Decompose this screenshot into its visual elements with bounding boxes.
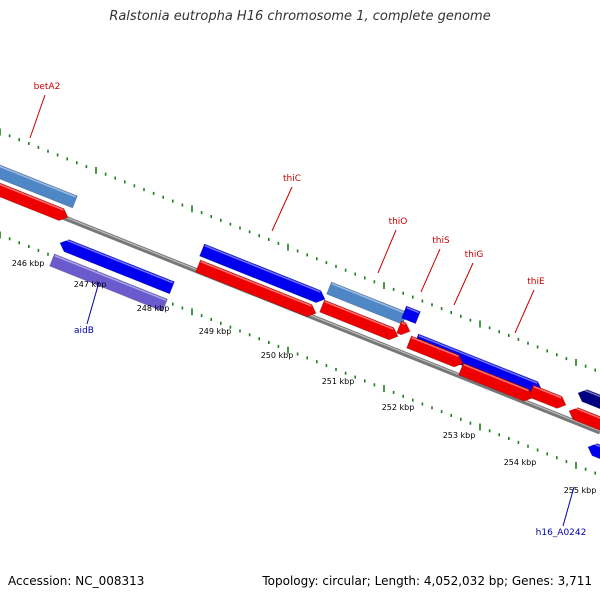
label-leader-line: [29, 94, 46, 139]
feature-h16-A0242[interactable]: [586, 441, 600, 467]
gene-label-thiO[interactable]: thiO: [389, 217, 408, 227]
feature-thiC-reverse[interactable]: [195, 259, 319, 319]
feature-thiC-forward[interactable]: [199, 243, 328, 305]
feature-thiO-reverse[interactable]: [319, 299, 401, 342]
label-leader-line: [562, 486, 575, 527]
gene-label-h16_A0242[interactable]: h16_A0242: [536, 528, 587, 538]
gene-label-aidB[interactable]: aidB: [74, 326, 94, 336]
label-leader-line: [453, 262, 474, 306]
gene-label-betA2[interactable]: betA2: [34, 82, 61, 92]
gene-label-thiE[interactable]: thiE: [527, 277, 545, 287]
tick-labels: 246 kbp 247 kbp 248 kbp 249 kbp 250 kbp 251 k…: [12, 259, 597, 495]
accession-text: Accession: NC_008313: [8, 574, 145, 588]
outer-tick-row: [0, 128, 597, 372]
feature-betA2-reverse[interactable]: [0, 175, 70, 223]
label-leader-line: [377, 229, 397, 274]
feature-thiG[interactable]: [406, 335, 466, 370]
tick-label: 253 kbp: [443, 431, 476, 440]
label-leader-line: [514, 289, 535, 334]
feature-right-reverse[interactable]: [567, 405, 600, 438]
feature-thiE-next[interactable]: [528, 384, 569, 411]
tick-label: 251 kbp: [322, 377, 355, 386]
feature-thiS-forward[interactable]: [401, 305, 421, 325]
feature-betA2-forward[interactable]: [0, 157, 78, 209]
tick-label: 255 kbp: [564, 486, 597, 495]
label-leader-line: [271, 186, 293, 232]
tick-label: 248 kbp: [137, 304, 170, 313]
feature-aidB-forward[interactable]: [58, 237, 175, 295]
genome-summary-text: Topology: circular; Length: 4,052,032 bp…: [262, 574, 592, 588]
tick-label: 249 kbp: [199, 327, 232, 336]
gene-label-thiG[interactable]: thiG: [465, 250, 484, 260]
label-leader-line: [420, 248, 441, 293]
gene-label-thiS[interactable]: thiS: [432, 236, 450, 246]
features: [0, 157, 600, 467]
tick-label: 252 kbp: [382, 403, 415, 412]
tick-label: 246 kbp: [12, 259, 45, 268]
tick-label: 247 kbp: [74, 280, 107, 289]
label-leader-line: [86, 281, 100, 325]
gene-label-thiC[interactable]: thiC: [283, 174, 301, 184]
tick-label: 250 kbp: [261, 351, 294, 360]
map-title: Ralstonia eutropha H16 chromosome 1, com…: [109, 9, 491, 24]
feature-thiE[interactable]: [458, 362, 536, 404]
gene-labels: betA2 thiC thiO thiS thiG thiE aidB h16_A0242: [29, 82, 587, 538]
tick-label: 254 kbp: [504, 458, 537, 467]
feature-thiS[interactable]: [396, 320, 413, 337]
feature-aidB-region[interactable]: [49, 253, 168, 312]
